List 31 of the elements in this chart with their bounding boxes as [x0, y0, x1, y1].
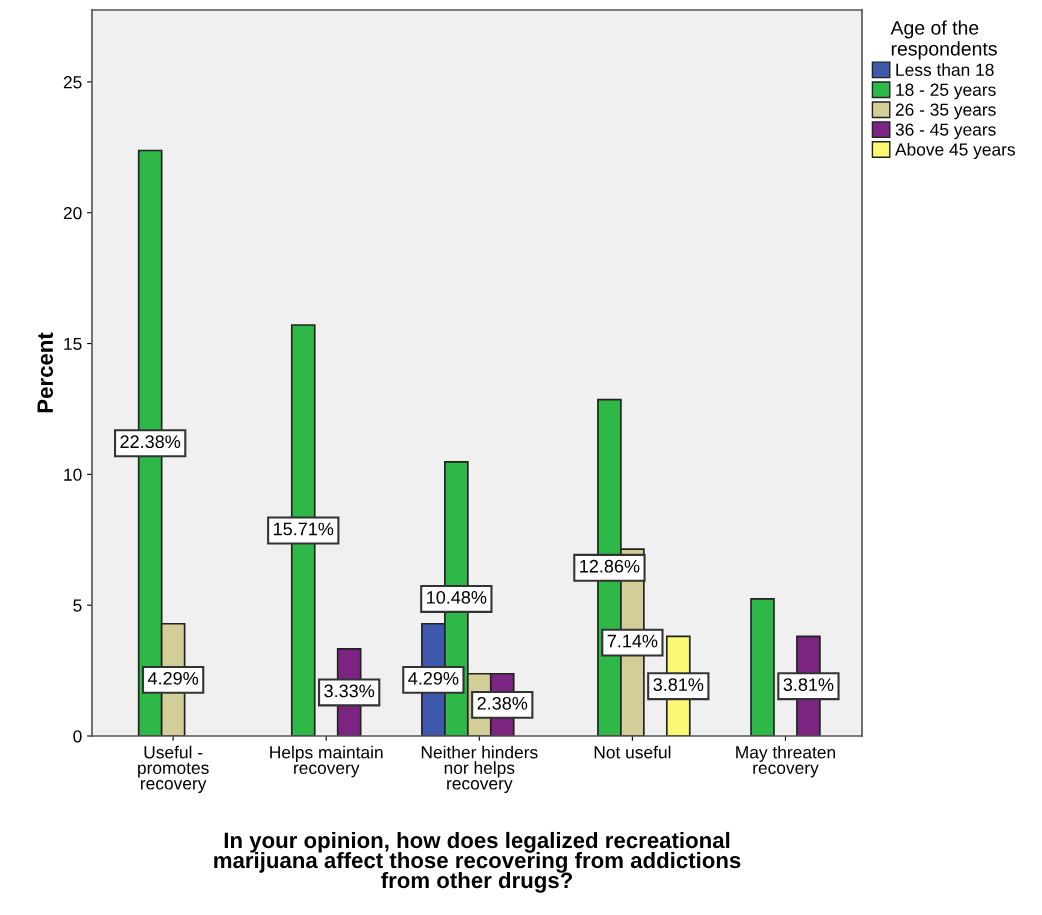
x-tick-label: Helps maintain recovery [270, 745, 383, 778]
y-axis-title: Percent [37, 332, 54, 413]
x-tick-label: Neither hinders nor helps recovery [421, 745, 538, 794]
data-label: 4.29% [147, 671, 199, 685]
data-label: 4.29% [408, 671, 459, 685]
data-label: 10.48% [427, 590, 487, 604]
data-label: 22.38% [120, 435, 181, 449]
data-label: 7.14% [607, 634, 658, 648]
legend-label: Above 45 years [895, 142, 1015, 160]
y-tick-label: 5 [73, 599, 82, 612]
legend-label: Less than 18 [896, 63, 994, 76]
y-tick-label: 15 [64, 337, 82, 351]
legend-label: 18 - 25 years [896, 83, 996, 100]
y-tick-label: 10 [64, 468, 82, 481]
data-label: 2.38% [477, 696, 528, 710]
bar [750, 598, 775, 736]
x-axis-title: In your opinion, how does legalized recreational marijuana affect those recovering from addictions from other drugs? [214, 831, 741, 893]
x-tick-label: May threaten recovery [736, 745, 835, 778]
data-label: 3.33% [324, 684, 375, 698]
y-tick-label: 25 [63, 76, 82, 89]
y-tick-label: 20 [63, 206, 82, 220]
legend-label: 26 - 35 years [895, 103, 996, 120]
data-label: 15.71% [274, 522, 334, 536]
legend-title: Age of the respondents [890, 20, 997, 60]
x-tick-label: Not useful [594, 745, 671, 759]
data-label: 12.86% [580, 559, 640, 573]
x-tick-label: Useful - promotes recovery [138, 745, 209, 794]
legend-label: 36 - 45 years [895, 123, 996, 140]
y-tick-label: 0 [73, 730, 82, 743]
data-label: 3.81% [783, 678, 834, 692]
data-label: 3.81% [653, 678, 704, 692]
